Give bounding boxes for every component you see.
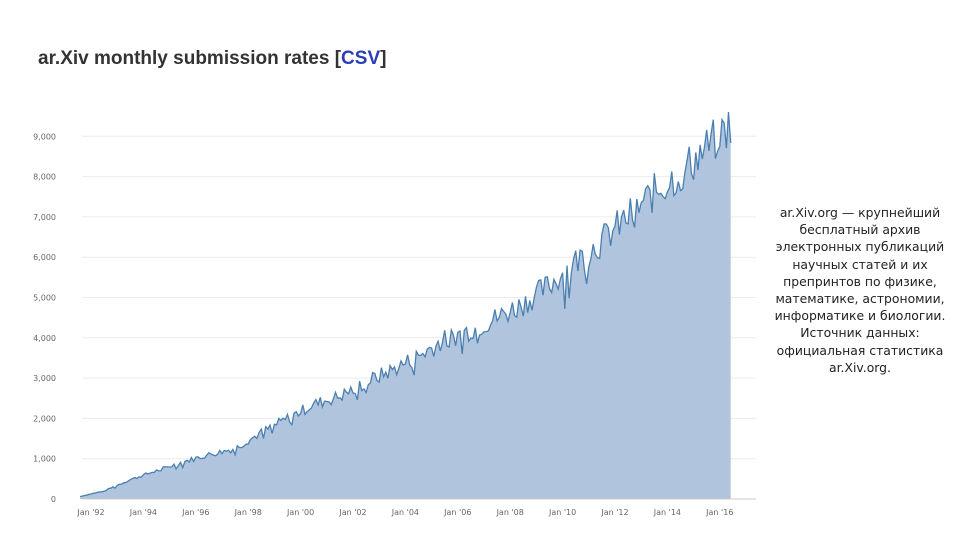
title-close-bracket: ] [380,48,387,69]
x-tick-label: Jan '04 [391,508,419,517]
x-tick-label: Jan '12 [600,508,628,517]
x-tick-label: Jan '00 [286,508,314,517]
caption-text: ar.Xiv.org — крупнейший бесплатный архив… [774,205,946,375]
y-tick-label: 7,000 [33,213,56,222]
series-area-fill [80,112,731,499]
x-tick-label: Jan '08 [496,508,524,517]
x-tick-label: Jan '16 [705,508,733,517]
y-tick-label: 8,000 [33,173,56,182]
series-line [79,111,732,498]
x-tick-label: Jan '14 [653,508,681,517]
y-tick-label: 4,000 [33,334,56,343]
x-tick-label: Jan '92 [76,508,104,517]
y-tick-label: 2,000 [33,414,56,423]
x-tick-label: Jan '98 [234,508,262,517]
x-tick-label: Jan '06 [443,508,471,517]
x-tick-label: Jan '96 [181,508,209,517]
x-tick-label: Jan '94 [129,508,157,517]
y-tick-label: 6,000 [33,253,56,262]
chart-title: ar.Xiv monthly submission rates [CSV] [38,48,386,70]
title-text: ar.Xiv monthly submission rates [ [38,48,342,69]
y-tick-label: 5,000 [33,294,56,303]
y-axis-labels: 0 1,000 2,000 3,000 4,000 5,000 6,000 7,000 8,00… [33,132,56,504]
y-tick-label: 3,000 [33,374,56,383]
x-tick-label: Jan '02 [338,508,366,517]
y-tick-label: 9,000 [33,132,56,141]
x-axis-labels: Jan '92 Jan '94 Jan '96 Jan '98 Jan '00 Jan '… [76,508,733,517]
csv-link[interactable]: CSV [341,48,381,69]
series-area-group [79,111,756,500]
x-tick-label: Jan '10 [548,508,576,517]
y-tick-label: 0 [51,495,56,504]
y-tick-label: 1,000 [33,455,56,464]
